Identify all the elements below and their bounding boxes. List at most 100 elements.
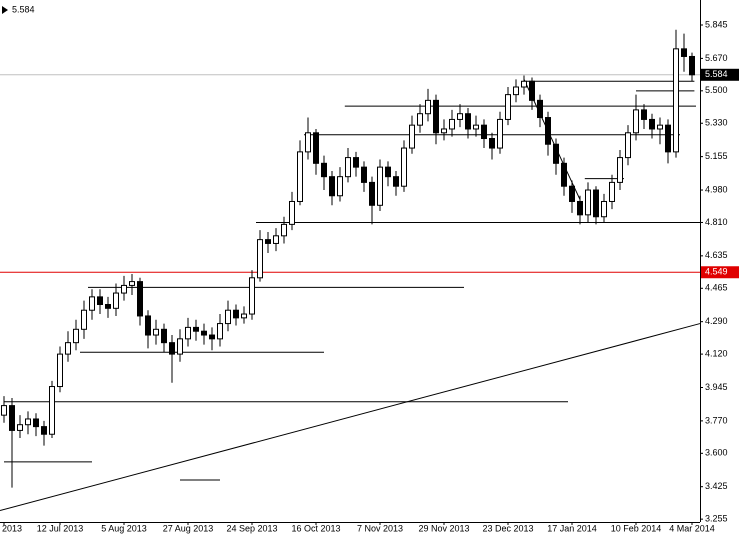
candle-body <box>489 138 495 149</box>
candle-body <box>609 181 615 202</box>
candle-body <box>289 200 295 225</box>
candle-body <box>321 162 327 178</box>
x-tick-label: 4 Mar 2014 <box>669 523 715 533</box>
header-icon <box>2 6 8 14</box>
candle-body <box>241 313 247 319</box>
candle-body <box>513 86 519 96</box>
candle-body <box>377 166 383 206</box>
candle-body <box>25 418 31 426</box>
candle-body <box>49 386 55 435</box>
candle-body <box>689 55 695 76</box>
x-tick-label: 29 Nov 2013 <box>418 523 469 533</box>
trend-line <box>0 323 701 512</box>
candle-body <box>545 117 551 145</box>
candle-body <box>265 239 271 244</box>
x-tick-label: 27 Aug 2013 <box>163 523 214 533</box>
candle-body <box>297 151 303 202</box>
candle-body <box>665 124 671 153</box>
candle-body <box>649 118 655 130</box>
y-tick-label: 4.810 <box>705 217 728 227</box>
candle-body <box>281 223 287 237</box>
candle-body <box>353 157 359 168</box>
candle-body <box>577 200 583 216</box>
candle-body <box>681 48 687 57</box>
candle-body <box>417 113 423 126</box>
candle-body <box>257 239 263 279</box>
alert-price-label: 4.549 <box>705 267 728 277</box>
candle-body <box>33 418 39 428</box>
candle-body <box>601 200 607 218</box>
y-tick-label: 4.465 <box>705 283 728 293</box>
candle-body <box>305 132 311 153</box>
candle-body <box>625 132 631 159</box>
candle-body <box>137 281 143 317</box>
y-tick-label: 3.945 <box>705 382 728 392</box>
y-tick-label: 3.425 <box>705 481 728 491</box>
candle-body <box>561 162 567 187</box>
y-tick-label: 4.120 <box>705 348 728 358</box>
y-tick-label: 3.770 <box>705 415 728 425</box>
candle-body <box>593 189 599 218</box>
candle-body <box>409 124 415 149</box>
candle-body <box>569 185 575 202</box>
y-tick-label: 5.670 <box>705 53 728 63</box>
candle-body <box>433 99 439 134</box>
candle-body <box>401 147 407 187</box>
x-tick-label: 16 Oct 2013 <box>291 523 340 533</box>
candle-body <box>161 328 167 344</box>
candle-body <box>393 176 399 187</box>
candle-body <box>73 328 79 344</box>
candle-body <box>449 118 455 130</box>
candle-body <box>553 143 559 164</box>
candle-body <box>169 342 175 355</box>
x-tick-label: 12 Jul 2013 <box>37 523 84 533</box>
candle-body <box>457 113 463 120</box>
y-tick-label: 5.845 <box>705 19 728 29</box>
y-tick-label: 3.600 <box>705 448 728 458</box>
candle-body <box>225 309 231 325</box>
candle-body <box>57 353 63 388</box>
candle-body <box>481 124 487 140</box>
candle-body <box>41 426 47 435</box>
y-tick-label: 3.255 <box>705 514 728 524</box>
candle-body <box>17 424 23 431</box>
candle-body <box>329 176 335 197</box>
y-tick-label: 5.155 <box>705 151 728 161</box>
y-tick-label: 5.500 <box>705 85 728 95</box>
candle-body <box>121 284 127 294</box>
x-tick-label: 17 Jan 2014 <box>547 523 597 533</box>
candle-body <box>9 405 15 431</box>
x-tick-label: 5 Aug 2013 <box>101 523 147 533</box>
candle-body <box>97 296 103 305</box>
candle-body <box>273 235 279 244</box>
candle-body <box>633 109 639 134</box>
candle-body <box>177 338 183 355</box>
candle-body <box>345 157 351 178</box>
candle-body <box>249 277 255 315</box>
current-price-box <box>701 68 739 81</box>
candle-body <box>529 80 535 101</box>
candle-body <box>145 315 151 336</box>
candle-body <box>369 181 375 206</box>
x-tick-label: 24 Sep 2013 <box>226 523 277 533</box>
candle-body <box>497 118 503 149</box>
candle-body <box>585 189 591 216</box>
candle-body <box>521 80 527 88</box>
candle-body <box>505 94 511 120</box>
y-tick-label: 4.635 <box>705 250 728 260</box>
candle-body <box>185 326 191 340</box>
x-tick-label: 23 Dec 2013 <box>482 523 533 533</box>
candle-body <box>657 124 663 130</box>
candle-body <box>465 113 471 130</box>
candle-body <box>385 166 391 178</box>
candle-body <box>105 304 111 309</box>
candle-body <box>89 296 95 311</box>
y-tick-label: 5.330 <box>705 118 728 128</box>
candle-body <box>537 99 543 119</box>
candle-body <box>193 326 199 332</box>
candle-body <box>441 128 447 134</box>
y-tick-label: 4.980 <box>705 184 728 194</box>
candle-body <box>617 157 623 183</box>
